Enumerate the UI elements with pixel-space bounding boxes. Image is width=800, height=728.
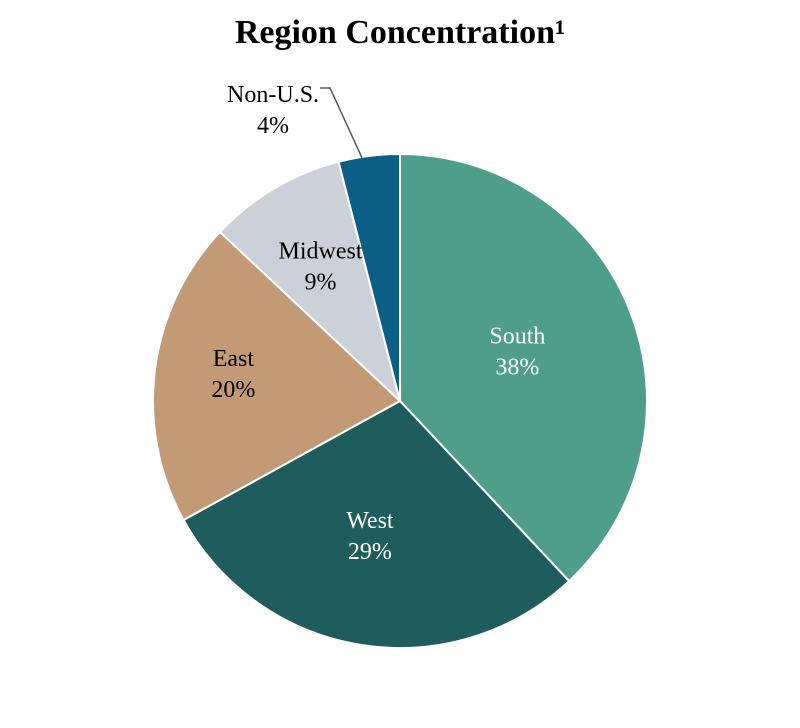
slice-labels: South 38% West 29% East 20% Midwest 9% Non-U.S. 4… <box>211 82 545 565</box>
chart-title: Region Concentration¹ <box>234 14 566 51</box>
pie-slices <box>152 152 648 649</box>
slice-label-west: West <box>346 508 394 534</box>
slice-value-east: 20% <box>211 377 255 403</box>
slice-label-midwest: Midwest <box>279 238 363 264</box>
leader-lines <box>320 87 363 159</box>
slice-value-south: 38% <box>495 355 539 381</box>
pie-slice-east <box>152 230 402 522</box>
leader-line-non-u-s <box>320 87 363 159</box>
pie-slice-south <box>399 152 648 583</box>
slice-value-non-u-s: 4% <box>257 113 289 139</box>
slice-label-south: South <box>489 324 545 350</box>
slice-label-non-u-s: Non-U.S. <box>227 82 319 108</box>
pie-slice-west <box>182 399 571 649</box>
pie-slice-non-u-s <box>337 152 401 402</box>
slice-value-west: 29% <box>348 539 392 565</box>
slice-value-midwest: 9% <box>305 269 337 295</box>
slice-label-east: East <box>213 346 255 372</box>
pie-slice-midwest <box>218 160 402 405</box>
